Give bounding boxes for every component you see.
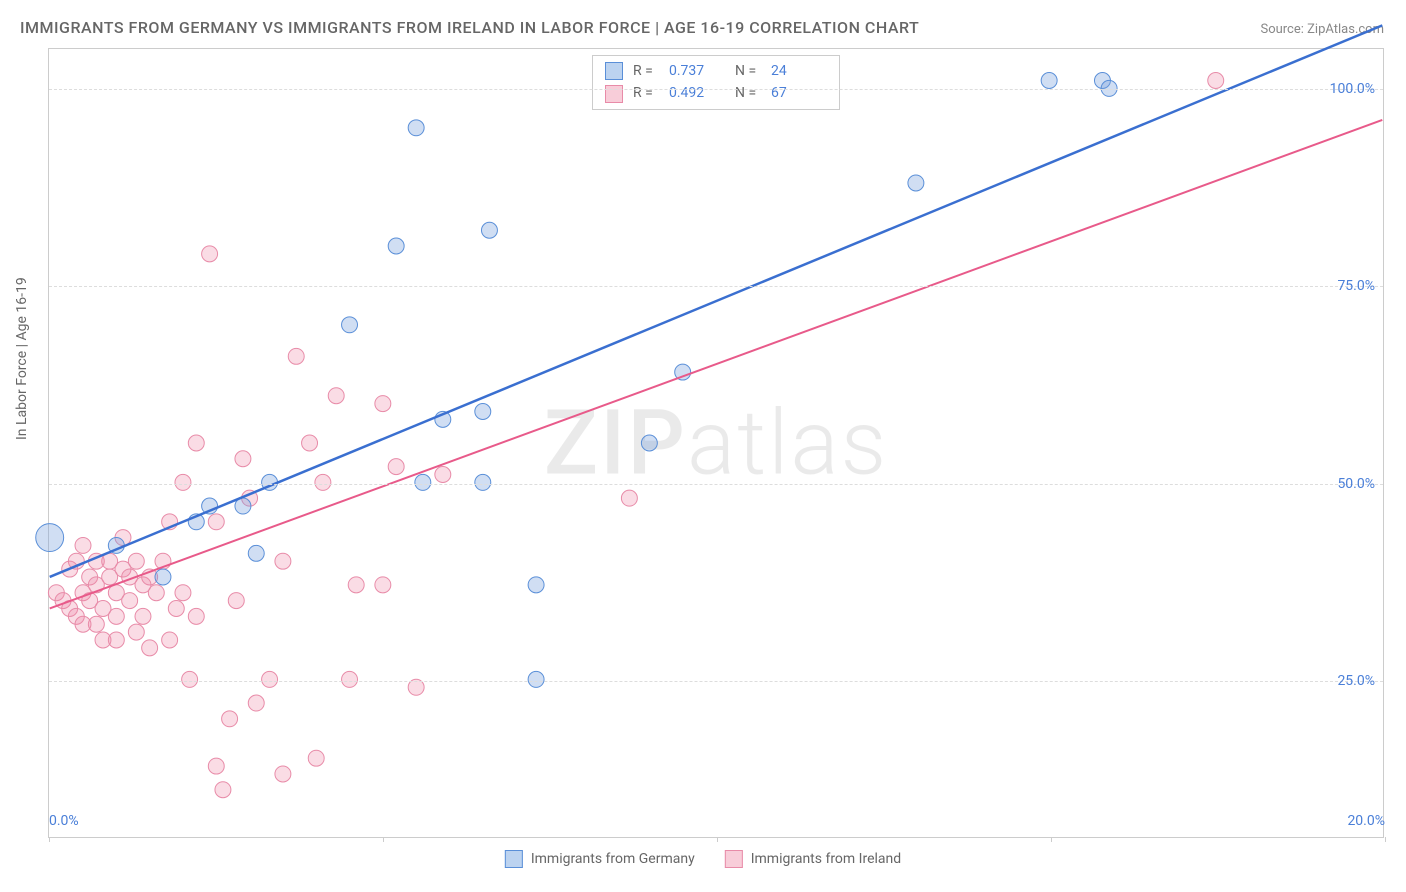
scatter-point bbox=[36, 524, 64, 552]
x-tick-mark bbox=[717, 837, 718, 842]
scatter-point bbox=[275, 553, 291, 569]
x-tick-mark bbox=[49, 837, 50, 842]
scatter-point bbox=[302, 435, 318, 451]
gridline bbox=[49, 89, 1383, 90]
scatter-point bbox=[288, 348, 304, 364]
y-axis-label: In Labor Force | Age 16-19 bbox=[14, 277, 30, 440]
scatter-point bbox=[248, 695, 264, 711]
scatter-point bbox=[475, 404, 491, 420]
scatter-point bbox=[1041, 73, 1057, 89]
scatter-point bbox=[175, 474, 191, 490]
scatter-point bbox=[388, 238, 404, 254]
scatter-point bbox=[262, 671, 278, 687]
scatter-point bbox=[348, 577, 364, 593]
scatter-point bbox=[415, 474, 431, 490]
scatter-point bbox=[155, 569, 171, 585]
scatter-point bbox=[475, 474, 491, 490]
x-tick-mark bbox=[1385, 837, 1386, 842]
n-value: 67 bbox=[771, 82, 827, 104]
scatter-point bbox=[228, 593, 244, 609]
y-tick-label: 100.0% bbox=[1330, 81, 1375, 97]
chart-title: IMMIGRANTS FROM GERMANY VS IMMIGRANTS FR… bbox=[20, 18, 919, 37]
scatter-point bbox=[342, 317, 358, 333]
r-value: 0.737 bbox=[669, 60, 725, 82]
r-label: R = bbox=[633, 82, 659, 104]
scatter-point bbox=[162, 632, 178, 648]
correlation-legend-row: R = 0.737 N = 24 bbox=[605, 60, 827, 82]
scatter-point bbox=[621, 490, 637, 506]
scatter-point bbox=[315, 474, 331, 490]
y-tick-label: 50.0% bbox=[1337, 476, 1375, 492]
r-value: 0.492 bbox=[669, 82, 725, 104]
scatter-point bbox=[275, 766, 291, 782]
source-prefix: Source: bbox=[1260, 22, 1307, 37]
n-value: 24 bbox=[771, 60, 827, 82]
scatter-point bbox=[1208, 73, 1224, 89]
scatter-point bbox=[188, 435, 204, 451]
scatter-point bbox=[148, 585, 164, 601]
scatter-point bbox=[435, 467, 451, 483]
scatter-point bbox=[128, 624, 144, 640]
scatter-point bbox=[641, 435, 657, 451]
n-label: N = bbox=[735, 82, 761, 104]
scatter-point bbox=[375, 396, 391, 412]
y-tick-label: 75.0% bbox=[1337, 278, 1375, 294]
scatter-point bbox=[108, 632, 124, 648]
scatter-point bbox=[182, 671, 198, 687]
legend-swatch bbox=[605, 62, 623, 80]
scatter-point bbox=[168, 601, 184, 617]
x-tick-mark bbox=[1051, 837, 1052, 842]
legend-item: Immigrants from Ireland bbox=[725, 850, 901, 868]
scatter-point bbox=[135, 608, 151, 624]
x-tick-label: 20.0% bbox=[1347, 813, 1385, 829]
scatter-point bbox=[142, 640, 158, 656]
y-tick-label: 25.0% bbox=[1337, 673, 1375, 689]
regression-line bbox=[50, 120, 1383, 609]
scatter-point bbox=[208, 758, 224, 774]
legend-label: Immigrants from Germany bbox=[531, 851, 695, 867]
scatter-point bbox=[88, 616, 104, 632]
scatter-point bbox=[222, 711, 238, 727]
scatter-point bbox=[202, 246, 218, 262]
n-label: N = bbox=[735, 60, 761, 82]
scatter-point bbox=[235, 451, 251, 467]
scatter-point bbox=[215, 782, 231, 798]
scatter-point bbox=[175, 585, 191, 601]
scatter-point bbox=[375, 577, 391, 593]
r-label: R = bbox=[633, 60, 659, 82]
scatter-point bbox=[388, 459, 404, 475]
gridline bbox=[49, 286, 1383, 287]
chart-plot-area: ZIPatlas R =0.737N =24R =0.492N =67 25.0… bbox=[48, 48, 1384, 838]
legend-label: Immigrants from Ireland bbox=[751, 851, 901, 867]
series-legend: Immigrants from Germany Immigrants from I… bbox=[505, 850, 901, 868]
correlation-legend-row: R = 0.492 N = 67 bbox=[605, 82, 827, 104]
gridline bbox=[49, 681, 1383, 682]
legend-item: Immigrants from Germany bbox=[505, 850, 695, 868]
scatter-point bbox=[108, 608, 124, 624]
scatter-point bbox=[908, 175, 924, 191]
scatter-point bbox=[308, 750, 324, 766]
scatter-plot-svg bbox=[49, 49, 1383, 837]
scatter-point bbox=[528, 671, 544, 687]
scatter-point bbox=[528, 577, 544, 593]
scatter-point bbox=[248, 545, 264, 561]
scatter-point bbox=[122, 593, 138, 609]
scatter-point bbox=[128, 553, 144, 569]
scatter-point bbox=[208, 514, 224, 530]
scatter-point bbox=[328, 388, 344, 404]
scatter-point bbox=[75, 537, 91, 553]
x-tick-mark bbox=[383, 837, 384, 842]
scatter-point bbox=[408, 120, 424, 136]
legend-swatch bbox=[725, 850, 743, 868]
scatter-point bbox=[481, 222, 497, 238]
gridline bbox=[49, 484, 1383, 485]
scatter-point bbox=[342, 671, 358, 687]
scatter-point bbox=[188, 608, 204, 624]
x-tick-label: 0.0% bbox=[49, 813, 79, 829]
correlation-legend: R = 0.737 N = 24 R = 0.492 N = 67 bbox=[592, 55, 840, 110]
legend-swatch bbox=[505, 850, 523, 868]
source-attribution: Source: ZipAtlas.com bbox=[1260, 22, 1384, 37]
legend-swatch bbox=[605, 85, 623, 103]
